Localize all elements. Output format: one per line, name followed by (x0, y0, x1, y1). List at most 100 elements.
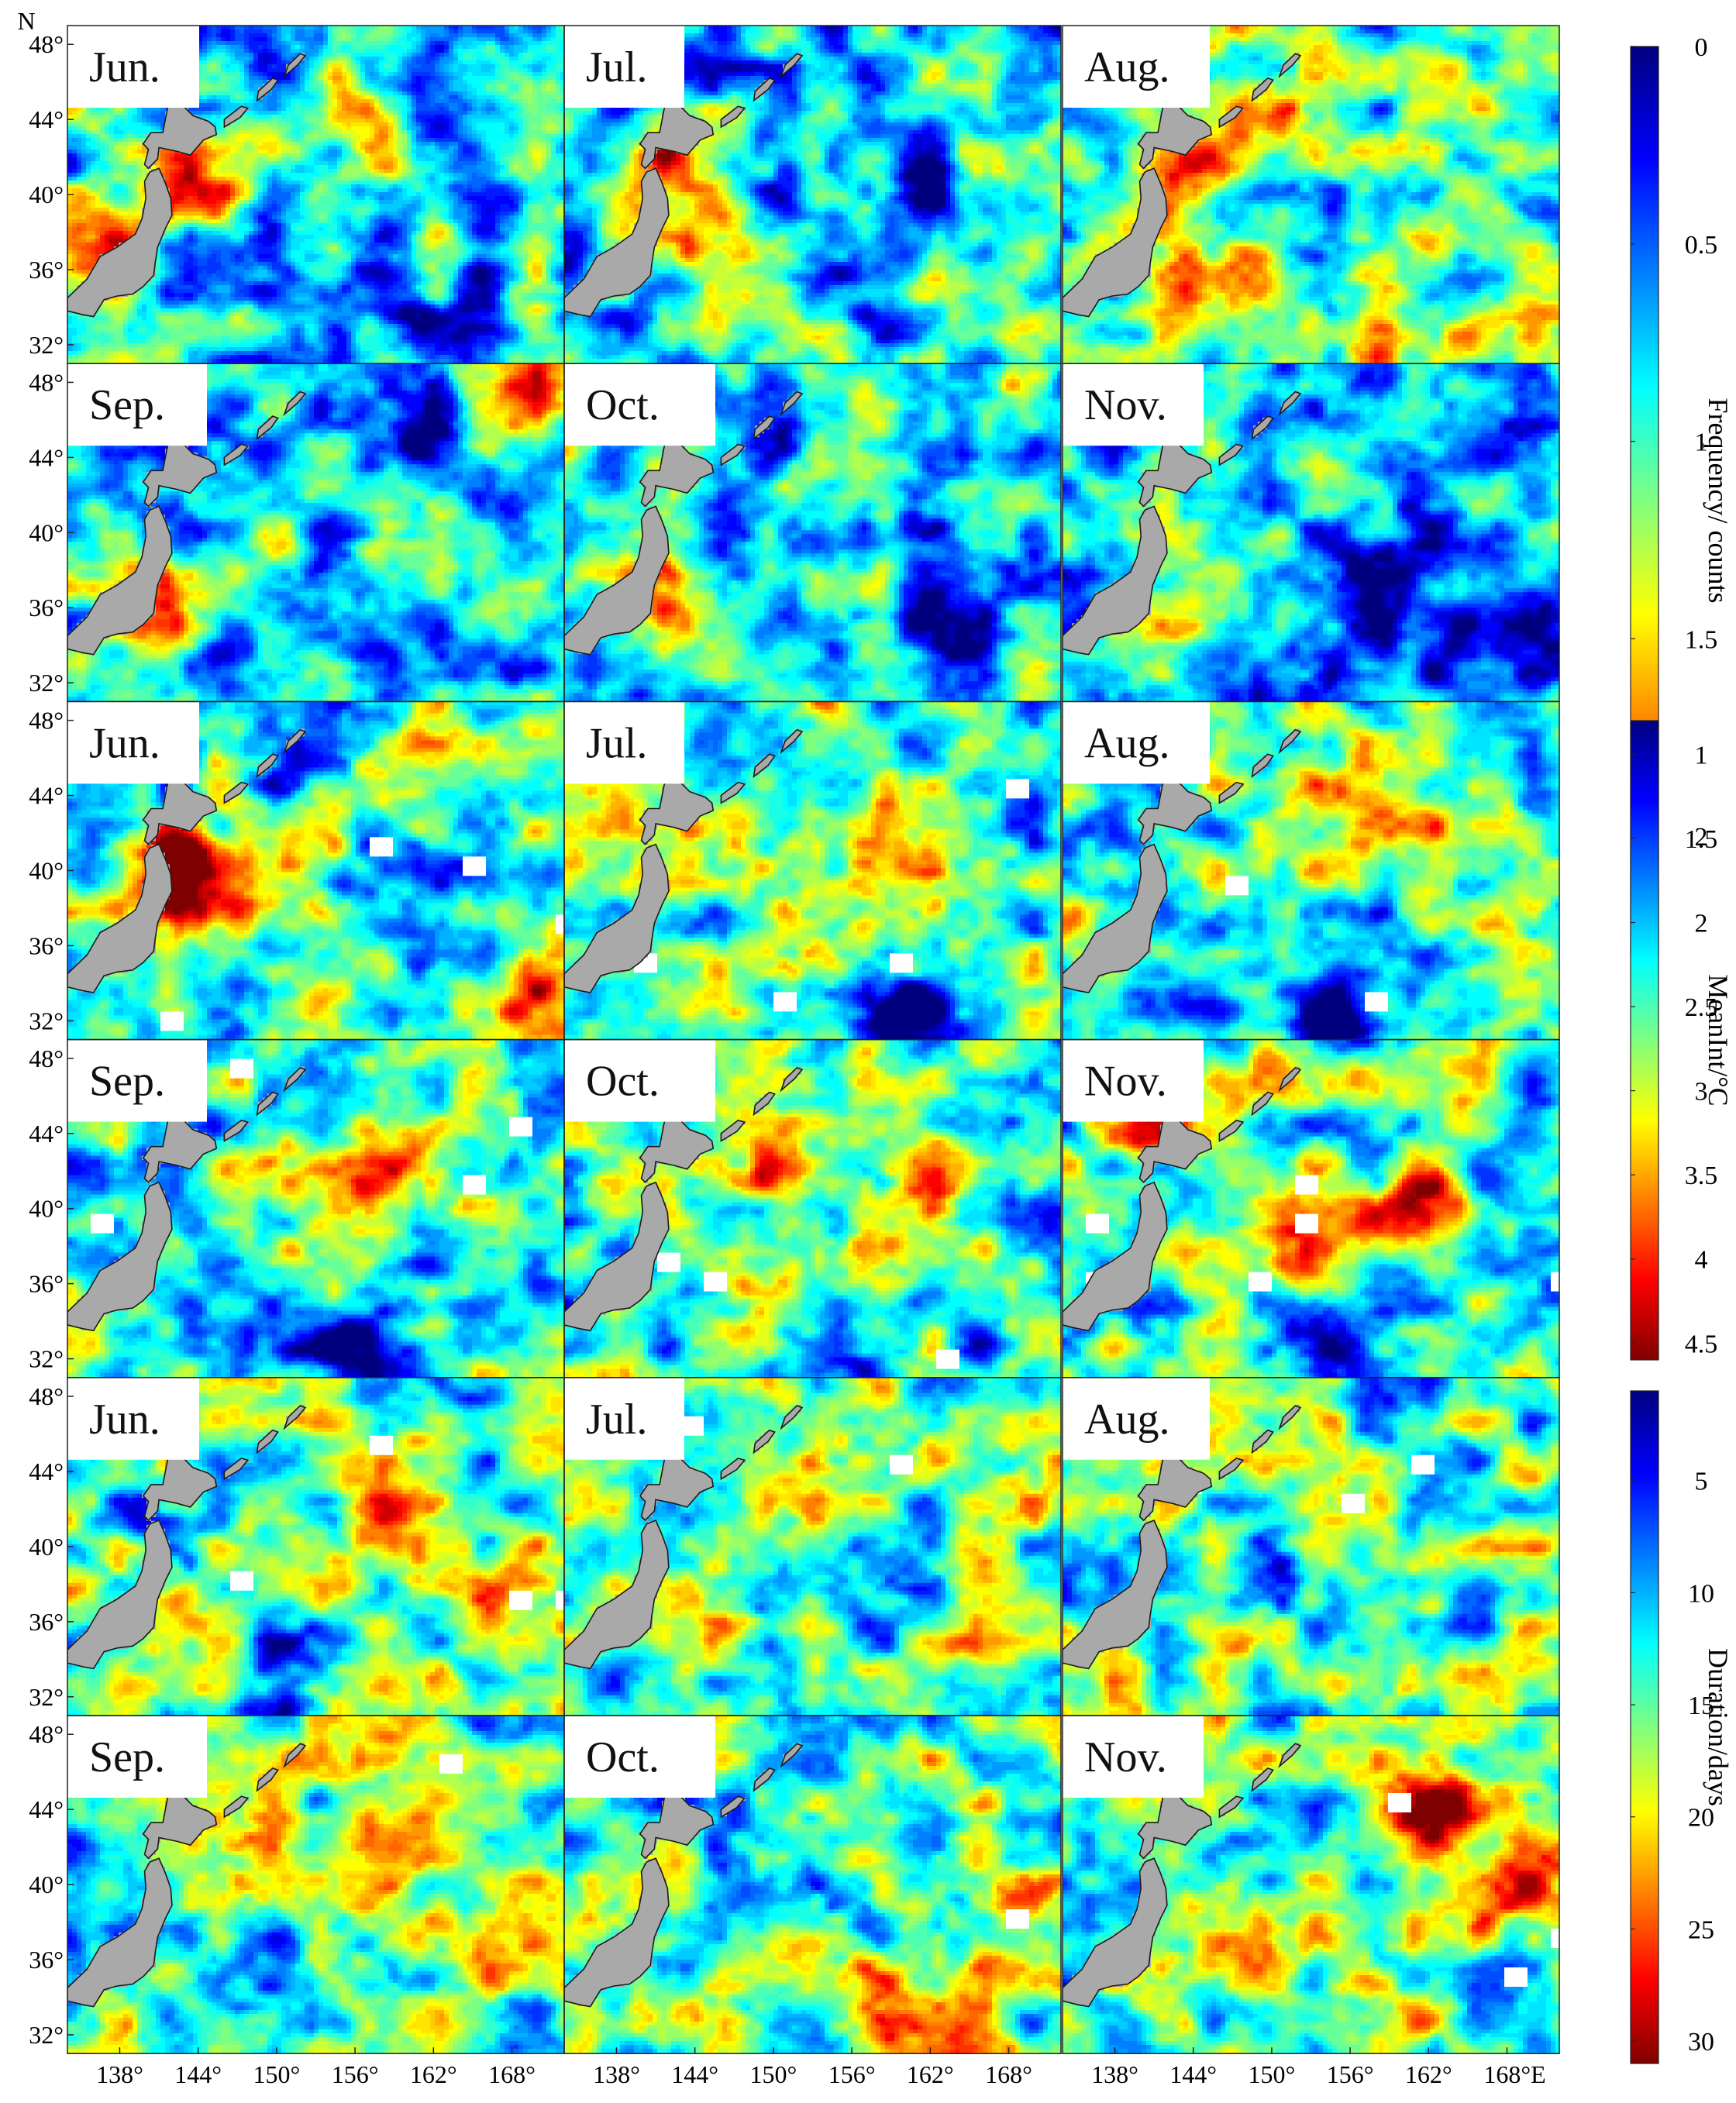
lon-tick-label: 156° (828, 2060, 876, 2088)
month-label: Sep. (89, 1058, 165, 1106)
month-label: Oct. (586, 1058, 660, 1106)
lat-tick-label: 44° (29, 443, 64, 471)
heatmap-panel-nov-1: Nov. (1063, 363, 1561, 705)
lon-tick-label: 138° (593, 2060, 640, 2088)
colorbar-tick-label: 1 (1695, 741, 1708, 769)
lat-tick-label: 40° (29, 857, 64, 885)
month-label: Aug. (1084, 719, 1169, 767)
colorbar-gradient (1631, 1391, 1658, 2063)
lon-tick-label: 150° (1248, 2060, 1295, 2088)
colorbar-tick-label: 0.5 (1685, 231, 1718, 260)
month-label: Aug. (1084, 1396, 1169, 1444)
lon-tick-label: 162° (410, 2060, 457, 2088)
lat-tick-label: 44° (29, 782, 64, 810)
colorbar-tick-label: 25 (1688, 1915, 1714, 1944)
lat-tick-label: 36° (29, 594, 64, 621)
colorbar-tick-label: 1.5 (1685, 825, 1718, 854)
lat-tick-label: 44° (29, 1458, 64, 1485)
lat-tick-label: 44° (29, 1795, 64, 1823)
lat-tick-label: 36° (29, 256, 64, 284)
lon-tick-label: 150° (749, 2060, 797, 2088)
heatmap-panel-oct-3: Oct. (564, 1716, 1063, 2057)
month-label: Oct. (586, 1733, 660, 1781)
lat-tick-label: 32° (29, 331, 64, 359)
month-label: Jul. (586, 43, 647, 91)
month-label: Jun. (89, 719, 160, 767)
lat-tick-label: 36° (29, 931, 64, 959)
month-label: Jul. (586, 1396, 647, 1444)
lon-tick-label: 138° (96, 2060, 143, 2088)
lon-tick-label: 168°E (1483, 2060, 1545, 2088)
lon-tick-label: 138° (1091, 2060, 1138, 2088)
heatmap-panel-jun-2: Jun. (67, 701, 566, 1043)
lon-tick-label: 144° (1169, 2060, 1217, 2088)
heatmap-panel-jun-1: Jun. (67, 26, 566, 367)
map-panels: Jun. Jul. Aug. Sep. Oct. Nov. Jun. Jul. Aug. Sep.… (67, 26, 1561, 2057)
colorbar-tick-label: 20 (1688, 1804, 1714, 1833)
heatmap-panel-sep-2: Sep. (67, 1040, 566, 1382)
colorbar-tick-label: 4.5 (1685, 1330, 1718, 1358)
heatmap-panel-nov-2: Nov. (1063, 1040, 1561, 1382)
heatmap-panel-sep-3: Sep. (67, 1716, 566, 2057)
lat-tick-label: 32° (29, 1345, 64, 1373)
lat-tick-label: 40° (29, 1195, 64, 1223)
heatmap-panel-sep-1: Sep. (67, 363, 566, 705)
lat-tick-label: 48° (29, 368, 64, 396)
lat-tick-label: 32° (29, 2021, 64, 2049)
colorbar-tick-label: 5 (1695, 1468, 1708, 1496)
colorbar-gradient (1631, 721, 1658, 1360)
lon-tick-label: 156° (1327, 2060, 1374, 2088)
lat-tick-label: 32° (29, 669, 64, 697)
lon-tick-label: 150° (253, 2060, 300, 2088)
lon-tick-label: 162° (1405, 2060, 1452, 2088)
heatmap-panel-jul-2: Jul. (564, 701, 1063, 1043)
colorbar-tick-label: 10 (1688, 1579, 1714, 1608)
colorbar-title: Duration/days (1703, 1648, 1734, 1806)
lat-tick-label: 48° (29, 1720, 64, 1748)
month-label: Nov. (1084, 381, 1167, 429)
lon-tick-label: 162° (907, 2060, 954, 2088)
month-label: Sep. (89, 381, 165, 429)
lat-tick-label: 44° (29, 1120, 64, 1148)
colorbar-tick-label: 4 (1695, 1246, 1708, 1275)
heatmap-panel-oct-2: Oct. (564, 1040, 1063, 1382)
heatmap-panel-jul-1: Jul. (564, 26, 1063, 367)
month-label: Nov. (1084, 1733, 1167, 1781)
lat-tick-label: 48° (29, 1045, 64, 1072)
lon-tick-label: 168° (985, 2060, 1032, 2088)
heatmap-panel-oct-1: Oct. (564, 363, 1063, 705)
lon-tick-label: 144° (671, 2060, 718, 2088)
lat-tick-label: 48° (29, 707, 64, 735)
colorbar-title: Frequency/ counts (1703, 398, 1734, 604)
lat-tick-label: 36° (29, 1946, 64, 1974)
heatmap-panel-aug-1: Aug. (1063, 26, 1561, 367)
lat-tick-label: 32° (29, 1683, 64, 1711)
month-label: Sep. (89, 1733, 165, 1781)
lon-tick-label: 144° (174, 2060, 222, 2088)
lat-tick-label: 48° (29, 1382, 64, 1410)
lat-tick-label: 40° (29, 181, 64, 208)
heatmap-panel-nov-3: Nov. (1063, 1716, 1561, 2057)
month-label: Aug. (1084, 43, 1169, 91)
heatmap-panel-jun-3: Jun. (67, 1378, 566, 1719)
heatmap-panel-aug-2: Aug. (1063, 701, 1561, 1043)
colorbar-tick-label: 30 (1688, 2028, 1714, 2057)
colorbar-tick-label: 2 (1695, 910, 1708, 938)
lat-tick-label: 48° (29, 30, 64, 58)
colorbar-tick-label: 0 (1695, 33, 1708, 62)
heatmap-panel-aug-3: Aug. (1063, 1378, 1561, 1719)
lat-tick-label: 44° (29, 105, 64, 133)
lon-tick-label: 156° (332, 2060, 379, 2088)
heatmap-panel-jul-3: Jul. (564, 1378, 1063, 1719)
lat-tick-label: 36° (29, 1608, 64, 1636)
lat-tick-label: 40° (29, 1871, 64, 1898)
lat-tick-label: 40° (29, 518, 64, 546)
lon-tick-label: 168° (488, 2060, 536, 2088)
colorbar-tick-label: 1.5 (1685, 625, 1718, 654)
month-label: Oct. (586, 381, 660, 429)
lat-tick-label: 32° (29, 1007, 64, 1034)
